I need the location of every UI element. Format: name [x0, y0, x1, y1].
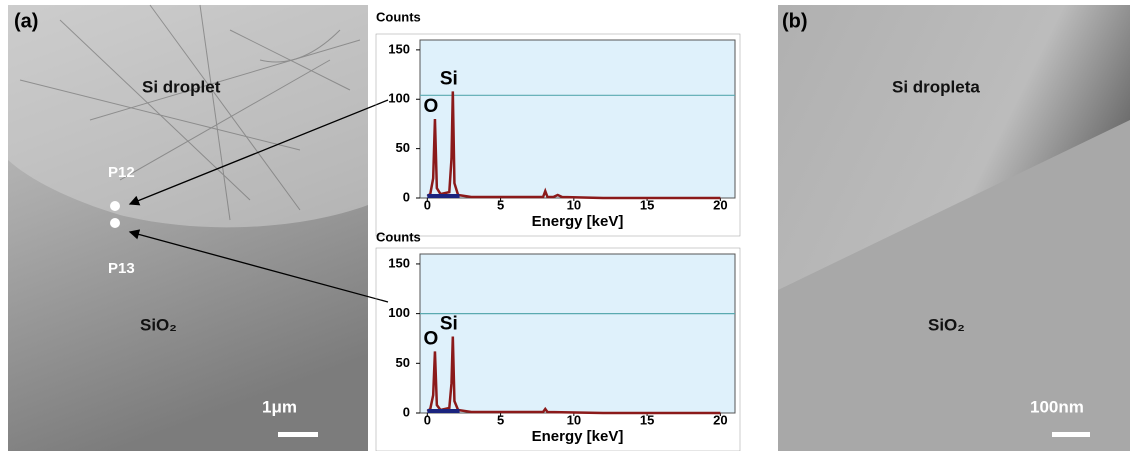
point-label: P12: [108, 164, 135, 181]
x-tick-label: 10: [567, 197, 581, 212]
y-tick-label: 150: [388, 255, 410, 270]
region-label: SiO₂: [140, 315, 177, 334]
x-tick-label: 15: [640, 412, 654, 427]
plot-area: [419, 253, 736, 414]
region-label: Si droplet: [142, 77, 221, 96]
x-tick-label: 20: [713, 412, 727, 427]
y-tick-label: 50: [396, 140, 410, 155]
y-tick-label: 50: [396, 355, 410, 370]
tem-image-b: (b) Si dropleta SiO₂ 100nm: [778, 5, 1130, 451]
axis-title: Energy [keV]: [532, 428, 624, 445]
point-marker: [110, 218, 120, 228]
spectrum: [426, 336, 721, 415]
arrow: [128, 99, 389, 206]
peak-label: O: [424, 328, 439, 349]
x-tick-label: 20: [713, 197, 727, 212]
x-tick-label: 0: [424, 412, 431, 427]
x-tick-label: 10: [567, 412, 581, 427]
axis-title: Counts: [376, 229, 421, 244]
baseline-noise: [427, 409, 460, 413]
y-tick-label: 100: [388, 91, 410, 106]
plot-area: [419, 39, 736, 199]
baseline-noise: [427, 194, 460, 198]
x-tick-label: 5: [497, 412, 504, 427]
point-label: P13: [108, 260, 135, 277]
x-tick-label: 15: [640, 197, 654, 212]
peak-label: Si: [440, 68, 458, 89]
region-label: SiO₂: [928, 315, 965, 334]
scale-label: 100nm: [1030, 397, 1084, 416]
y-tick-label: 100: [388, 305, 410, 320]
point-marker: [110, 201, 120, 211]
frame: [375, 33, 741, 237]
scale-bar: [1052, 432, 1090, 437]
x-tick-label: 5: [497, 197, 504, 212]
y-tick-label: 0: [403, 189, 410, 204]
scale-bar: [278, 432, 318, 437]
region-label: Si dropleta: [892, 77, 980, 96]
tem-image-a: (a) Si droplet P12 P13 SiO₂ 1μm: [8, 4, 368, 451]
x-tick-label: 0: [424, 197, 431, 212]
y-tick-label: 0: [403, 404, 410, 419]
arrow: [128, 229, 389, 303]
axis-title: Counts: [376, 9, 421, 24]
y-tick-label: 150: [388, 41, 410, 56]
peak-label: O: [424, 96, 439, 117]
panel-label: (b): [782, 10, 808, 32]
axis-title: Energy [keV]: [532, 213, 624, 230]
peak-label: Si: [440, 313, 458, 334]
panel-label: (a): [14, 10, 38, 32]
scale-label: 1μm: [262, 397, 297, 416]
